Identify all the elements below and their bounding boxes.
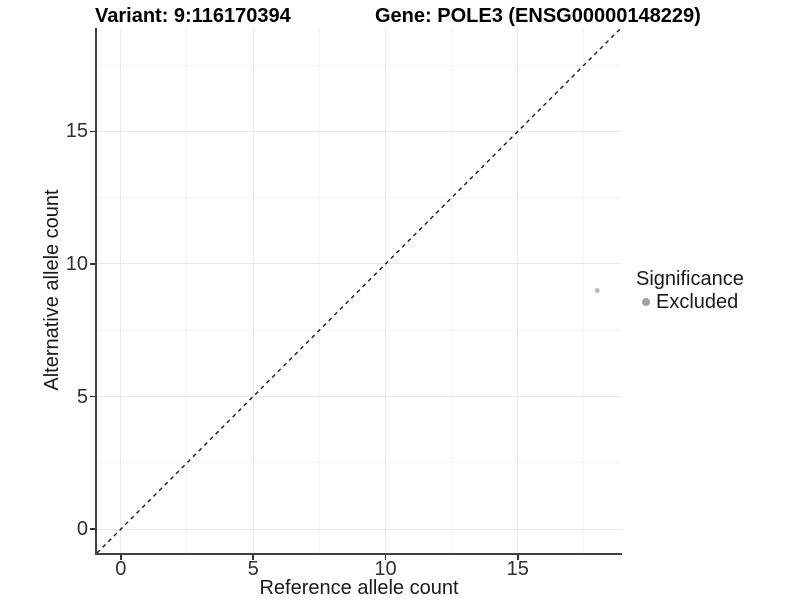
y-axis-line: [95, 28, 97, 555]
x-tick-label: 5: [247, 558, 259, 580]
x-axis-line: [95, 553, 622, 555]
major-gridline-horizontal: [97, 396, 621, 398]
x-tick-label: 10: [374, 558, 397, 580]
minor-gridline-vertical: [583, 28, 585, 553]
major-gridline-horizontal: [97, 263, 621, 265]
data-point: [594, 288, 600, 293]
major-gridline-horizontal: [97, 130, 621, 132]
legend-point-icon: [642, 298, 650, 306]
major-gridline-vertical: [384, 28, 386, 553]
legend-entry: Excluded: [636, 291, 744, 313]
y-tick-label: 5: [76, 385, 88, 408]
major-gridline-vertical: [120, 28, 122, 553]
legend-title: Significance: [636, 268, 744, 290]
major-gridline-vertical: [517, 28, 519, 553]
minor-gridline-vertical: [318, 28, 320, 553]
minor-gridline-vertical: [186, 28, 188, 553]
x-axis-tick: [120, 555, 122, 560]
y-tick-label: 15: [65, 120, 88, 143]
minor-gridline-vertical: [451, 28, 453, 553]
x-axis-tick: [252, 555, 254, 560]
minor-gridline-horizontal: [97, 197, 621, 199]
minor-gridline-horizontal: [97, 462, 621, 464]
minor-gridline-horizontal: [97, 329, 621, 331]
y-tick-label: 0: [76, 518, 88, 541]
legend: Significance Excluded: [636, 268, 744, 313]
gene-title: Gene: POLE3 (ENSG00000148229): [375, 5, 701, 27]
x-axis-tick: [516, 555, 519, 560]
variant-title: Variant: 9:116170394: [95, 5, 291, 27]
y-tick-label: 10: [65, 252, 88, 275]
y-axis-tick: [90, 130, 95, 133]
plot-canvas: [97, 28, 621, 553]
y-axis-tick: [90, 263, 95, 265]
major-gridline-vertical: [252, 28, 254, 553]
x-tick-label: 0: [115, 558, 127, 580]
plot-panel: [97, 28, 621, 553]
y-axis-title: Alternative allele count: [41, 189, 63, 391]
identity-diagonal-line: [97, 28, 621, 553]
minor-gridline-horizontal: [97, 64, 621, 66]
x-axis-title: Reference allele count: [259, 577, 459, 599]
x-axis-tick: [384, 555, 387, 560]
x-tick-label: 15: [506, 558, 529, 580]
y-axis-tick: [90, 395, 95, 398]
major-gridline-horizontal: [97, 528, 621, 530]
y-axis-tick: [90, 528, 95, 530]
legend-entry-label: Excluded: [656, 291, 739, 313]
